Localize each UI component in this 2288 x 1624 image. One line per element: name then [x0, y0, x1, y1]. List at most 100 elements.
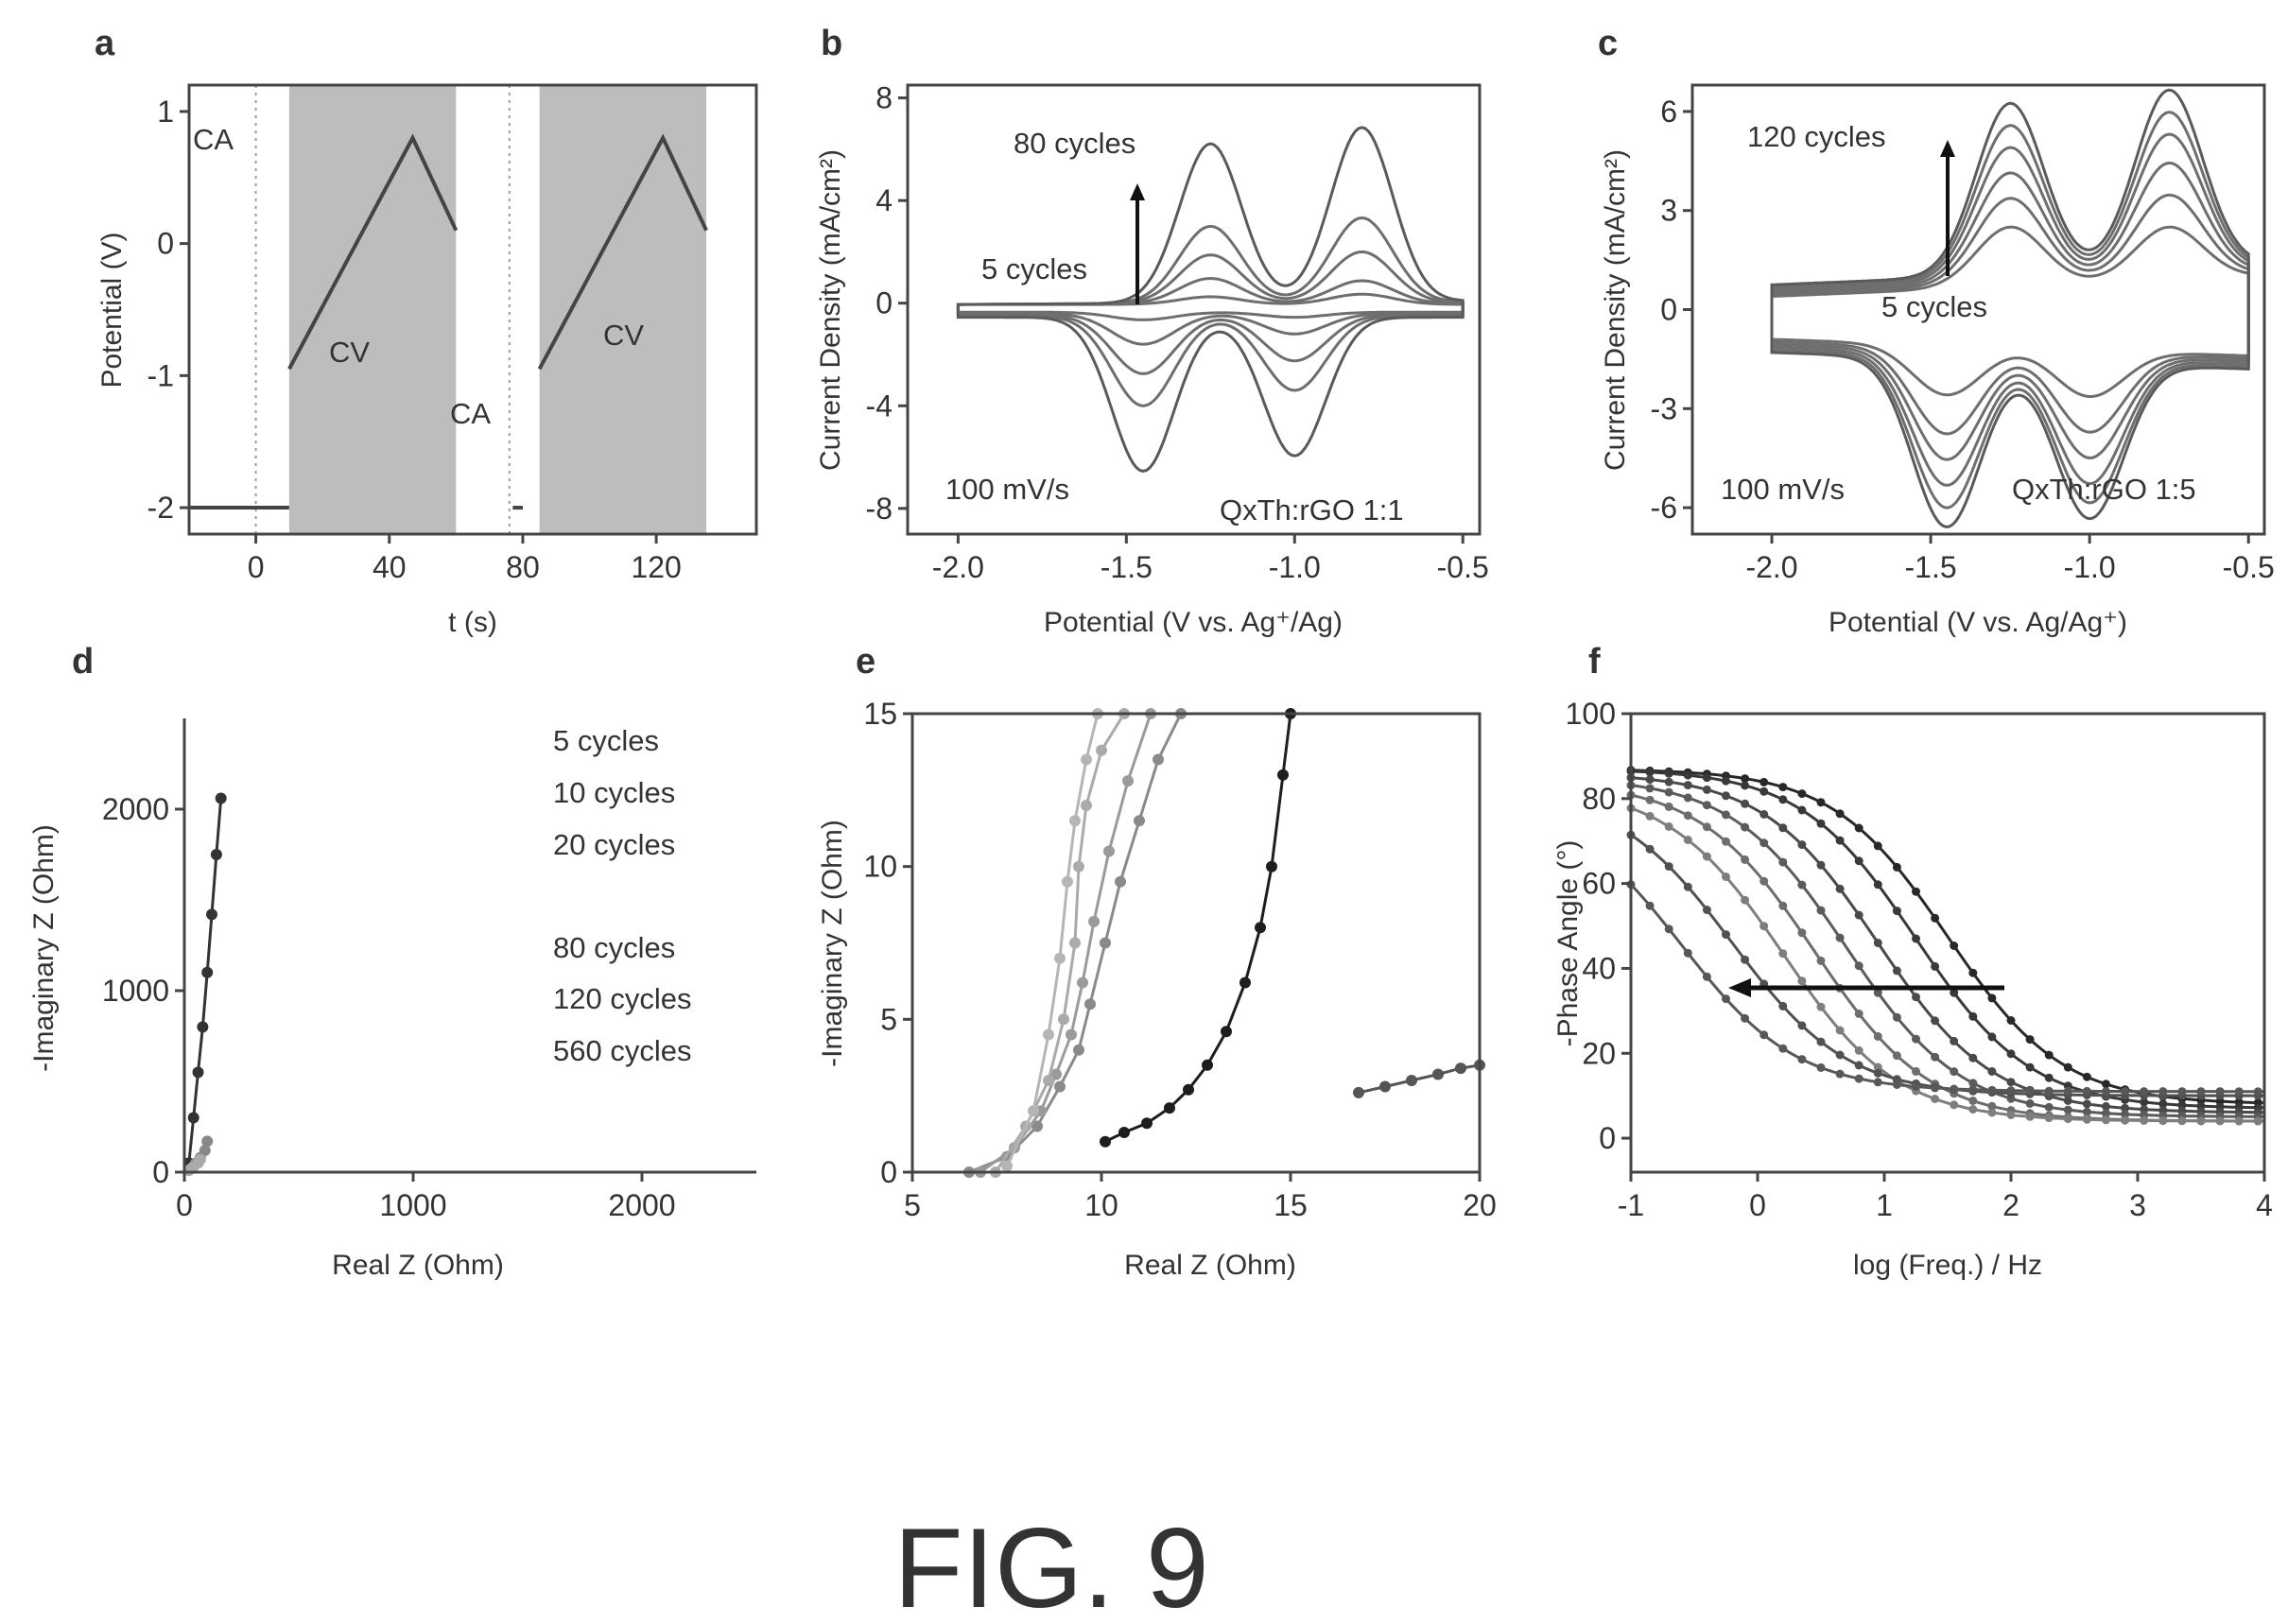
nyquist-point — [210, 849, 222, 860]
nyquist-points-d — [182, 792, 227, 1177]
x-tick-label: 0 — [1749, 1188, 1766, 1222]
x-ticks-c: -2.0 -1.5 -1.0 -0.5 — [1745, 534, 2275, 584]
nyquist-point — [1406, 1075, 1417, 1086]
legend-d: 5 cycles 10 cycles 20 cycles 80 cycles 1… — [553, 724, 691, 1067]
nyquist-point — [1028, 1105, 1039, 1117]
legend-item: 20 cycles — [553, 828, 675, 861]
y-tick-label: 0 — [1599, 1121, 1616, 1155]
phase-point — [1892, 966, 1901, 976]
phase-point — [1950, 988, 1959, 997]
label-5-cycles-b: 5 cycles — [981, 252, 1087, 285]
phase-point — [1722, 994, 1730, 1004]
phase-point — [2082, 1099, 2091, 1109]
phase-point — [1645, 768, 1655, 777]
phase-point — [1816, 860, 1826, 870]
phase-point — [1702, 785, 1711, 794]
phase-point — [1835, 836, 1845, 845]
y-tick-label: 1000 — [102, 974, 169, 1008]
phase-point — [1931, 961, 1940, 971]
phase-point — [1968, 1079, 1978, 1088]
plot-frame-e — [910, 712, 1482, 1174]
y-tick-label: 0 — [152, 1155, 169, 1189]
phase-point — [1702, 822, 1711, 832]
phase-point — [1722, 776, 1730, 786]
y-tick-label: -6 — [1651, 491, 1677, 525]
phase-point — [2063, 1063, 2072, 1072]
phase-point — [1722, 837, 1730, 846]
x-ticks-f: -1 0 1 2 3 4 — [1618, 1172, 2273, 1222]
y-axis-title-f: -Phase Angle (°) — [1552, 840, 1584, 1047]
nyquist-point — [1073, 860, 1084, 872]
y-ticks-b: 8 4 0 -4 -8 — [866, 81, 908, 526]
potential-line — [287, 133, 459, 371]
panel-label-c: c — [1598, 24, 1618, 63]
phase-point — [2121, 1115, 2130, 1125]
phase-point — [1873, 880, 1882, 890]
phase-point — [1702, 906, 1711, 914]
phase-point — [2234, 1087, 2244, 1097]
x-tick-label: -1.5 — [1101, 550, 1153, 584]
phase-point — [1968, 1053, 1978, 1063]
phase-point — [1683, 781, 1692, 790]
phase-point — [1912, 887, 1920, 896]
label-scan-rate-c: 100 mV/s — [1721, 473, 1845, 506]
phase-point — [2063, 1086, 2072, 1096]
phase-point — [1741, 781, 1750, 790]
panel-a: a 0 40 80 120 1 0 -1 -2 t (s) Potential (V) CA… — [95, 24, 758, 638]
phase-point — [1931, 1052, 1940, 1062]
nyquist-point — [1066, 1028, 1077, 1041]
phase-point — [1797, 928, 1807, 938]
phase-point — [1778, 823, 1788, 833]
label-80-cycles: 80 cycles — [1014, 127, 1135, 160]
phase-point — [1854, 1009, 1863, 1018]
phase-point — [2025, 1098, 2035, 1108]
bode-phase-curves — [1626, 766, 2265, 1126]
phase-point — [2253, 1087, 2262, 1097]
x-tick-label: 4 — [2256, 1188, 2273, 1222]
y-tick-label: 15 — [863, 697, 897, 731]
phase-point — [1912, 993, 1920, 1002]
nyquist-point — [1100, 937, 1111, 949]
arrow-head-c — [1940, 140, 1955, 157]
cv-shaded-band — [539, 85, 707, 534]
label-5-cycles-c: 5 cycles — [1881, 290, 1987, 323]
phase-point — [1950, 942, 1959, 950]
panel-b: b -2.0 -1.5 -1.0 -0.5 8 4 0 -4 -8 Potential (V … — [815, 24, 1489, 638]
nyquist-point — [1088, 915, 1100, 927]
nyquist-point — [1239, 976, 1251, 989]
y-tick-label: 20 — [1582, 1036, 1616, 1070]
nyquist-point — [1069, 815, 1081, 827]
phase-point — [1854, 1061, 1863, 1070]
nyquist-point — [1164, 1102, 1175, 1114]
x-ticks-d: 0 1000 2000 — [176, 1172, 676, 1222]
phase-point — [2025, 1035, 2035, 1045]
phase-point — [1854, 823, 1863, 833]
phase-point — [1797, 1021, 1807, 1030]
phase-point — [1816, 798, 1826, 807]
nyquist-point — [1122, 775, 1134, 787]
x-tick-label: 1000 — [379, 1188, 446, 1222]
phase-point — [1950, 1084, 1959, 1094]
y-axis-title-d: -Imaginary Z (Ohm) — [28, 824, 60, 1072]
nyquist-point — [194, 1153, 206, 1166]
x-tick-label: -1.5 — [1905, 550, 1957, 584]
y-ticks-c: 6 3 0 -3 -6 — [1651, 95, 1692, 525]
phase-point — [1892, 1080, 1901, 1089]
y-tick-label: 5 — [880, 1002, 897, 1036]
phase-point — [1968, 1085, 1978, 1095]
panel-d: d 0 1000 2000 0 1000 2000 Real Z (Ohm) -Imag… — [28, 642, 756, 1281]
phase-point — [1854, 910, 1863, 920]
phase-point — [1741, 855, 1750, 864]
x-tick-label: 10 — [1084, 1188, 1118, 1222]
y-axis-title-e: -Imaginary Z (Ohm) — [817, 820, 848, 1067]
nyquist-point — [197, 1021, 209, 1033]
cv-cycle-curve — [956, 126, 1465, 474]
phase-point — [2102, 1115, 2110, 1125]
nyquist-point — [201, 1135, 214, 1148]
legend-item: 560 cycles — [553, 1034, 691, 1067]
phase-point — [1759, 1030, 1769, 1040]
y-ticks-d: 0 1000 2000 — [102, 792, 184, 1189]
x-tick-label: -1 — [1618, 1188, 1644, 1222]
phase-point — [1816, 1002, 1826, 1011]
